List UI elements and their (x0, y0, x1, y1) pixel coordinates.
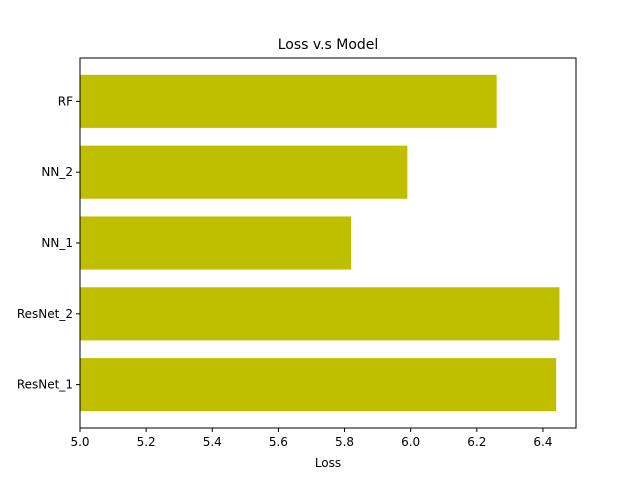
y-tick-label: ResNet_2 (17, 307, 73, 321)
x-axis-label: Loss (315, 456, 341, 470)
x-tick-label: 5.6 (269, 435, 288, 449)
y-tick-label: ResNet_1 (17, 378, 73, 392)
bar-resnet-2 (80, 287, 560, 341)
x-tick-label: 5.8 (335, 435, 354, 449)
x-tick-label: 6.2 (467, 435, 486, 449)
y-tick-label: NN_1 (41, 236, 73, 250)
chart-title: Loss v.s Model (278, 37, 379, 53)
bars-group (80, 74, 560, 412)
x-tick-label: 5.0 (70, 435, 89, 449)
y-axis-ticks: ResNet_1 ResNet_2 NN_1 NN_2 RF (17, 94, 80, 392)
y-tick-label: RF (58, 94, 73, 108)
bar-nn-2 (80, 145, 408, 199)
x-tick-label: 5.4 (203, 435, 222, 449)
bar-rf (80, 74, 497, 128)
y-tick-label: NN_2 (41, 165, 73, 179)
bar-resnet-1 (80, 358, 557, 412)
bar-nn-1 (80, 216, 352, 270)
x-tick-label: 5.2 (137, 435, 156, 449)
x-tick-label: 6.0 (401, 435, 420, 449)
x-tick-label: 6.4 (533, 435, 552, 449)
x-axis-ticks: 5.0 5.2 5.4 5.6 5.8 6.0 6.2 6.4 (70, 428, 552, 449)
